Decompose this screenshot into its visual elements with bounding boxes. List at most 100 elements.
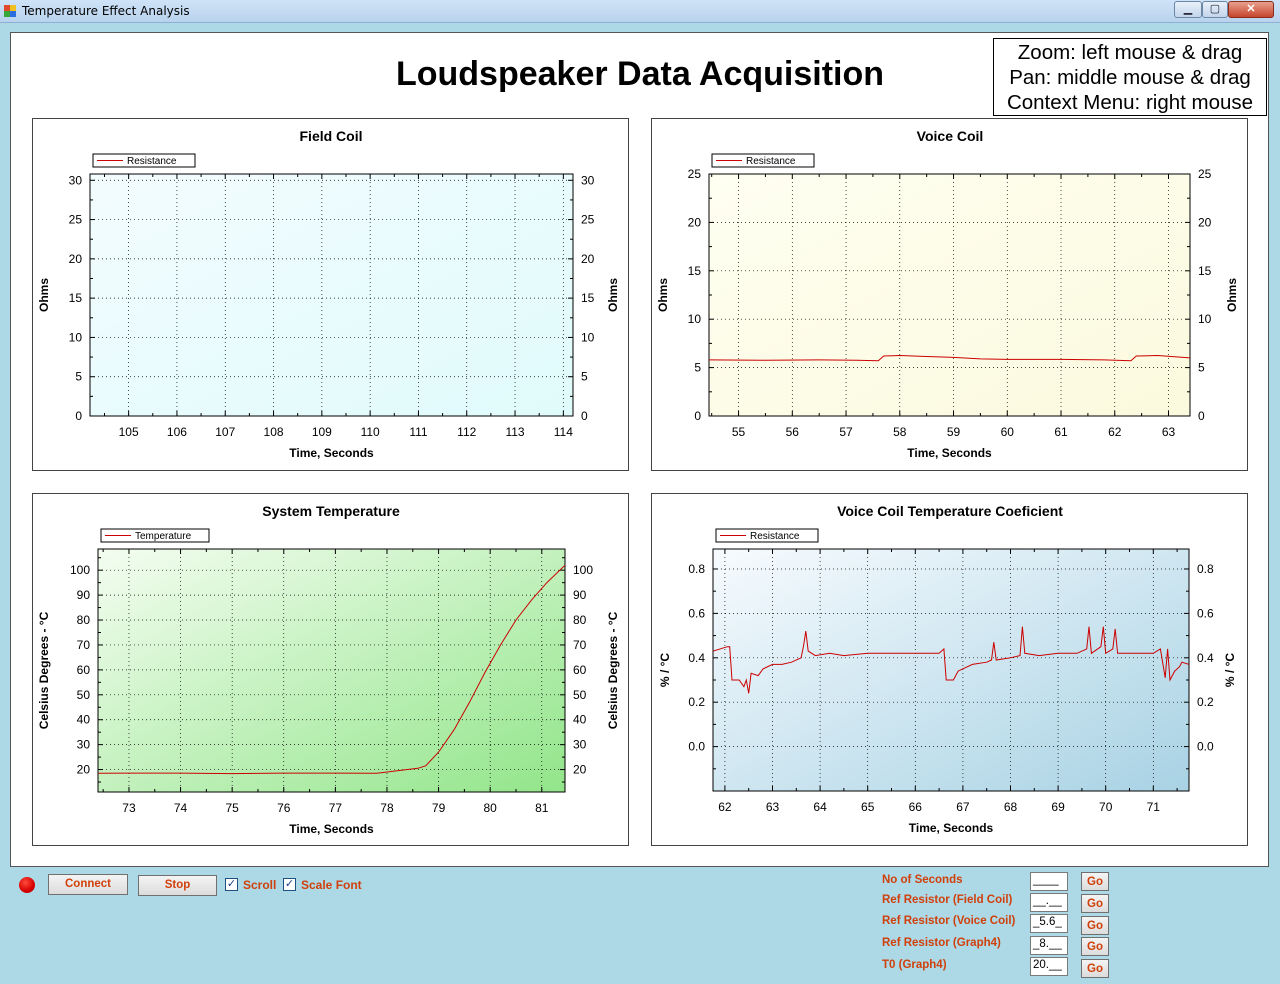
t0-graph4-go-button[interactable]: Go — [1081, 959, 1109, 978]
x-tick-label: 73 — [122, 801, 136, 815]
x-axis-label: Time, Seconds — [289, 822, 374, 836]
x-tick-label: 106 — [167, 425, 187, 439]
y2-tick-label: 5 — [1198, 361, 1205, 375]
temperature-coefficient-chart[interactable]: 62 63 64 65 66 67 68 69 70 71 0.0 0.0 0.2 0.2 0.4 0.4 0.… — [652, 494, 1249, 847]
close-button[interactable]: ✕ — [1228, 1, 1274, 18]
legend-box — [715, 528, 819, 543]
x-axis-label: Time, Seconds — [907, 446, 992, 460]
y-tick-label: 15 — [688, 264, 702, 278]
y2-tick-label: 20 — [581, 252, 595, 266]
ref-resistor-field-coil-input[interactable]: __.__ — [1030, 893, 1068, 912]
y2-axis-label: % / °C — [1223, 653, 1237, 687]
chart-title: Voice Coil Temperature Coeficient — [837, 503, 1063, 519]
y2-axis-label: Ohms — [606, 278, 620, 312]
x-tick-label: 79 — [432, 801, 446, 815]
x-tick-label: 63 — [1162, 425, 1176, 439]
y2-tick-label: 25 — [1198, 167, 1212, 181]
y2-tick-label: 0 — [1198, 409, 1205, 423]
field-coil-chart[interactable]: 105 106 107 108 109 110 111 112 113 114 0 0 5 5 10 10 15… — [33, 119, 630, 472]
x-tick-label: 105 — [119, 425, 139, 439]
chart-panel-temperature-coefficient[interactable]: 62 63 64 65 66 67 68 69 70 71 0.0 0.0 0.2 0.2 0.4 0.4 0.… — [651, 493, 1248, 846]
plot-frame — [712, 548, 1190, 792]
minimize-button[interactable]: ▁ — [1174, 1, 1202, 18]
scale-font-checkbox[interactable]: ✓ — [283, 878, 296, 891]
y2-tick-label: 0.2 — [1197, 695, 1214, 709]
x-axis-label: Time, Seconds — [289, 446, 374, 460]
x-tick-label: 67 — [956, 800, 970, 814]
chart-title: Voice Coil — [917, 128, 984, 144]
window-titlebar: Temperature Effect Analysis ▁ ▢ ✕ — [0, 0, 1280, 23]
ref-resistor-graph4-go-button[interactable]: Go — [1081, 937, 1109, 956]
ref-resistor-field-coil-go-button[interactable]: Go — [1081, 894, 1109, 913]
plot-area — [90, 174, 573, 416]
x-tick-label: 65 — [861, 800, 875, 814]
scroll-checkbox[interactable]: ✓ — [225, 878, 238, 891]
x-tick-label: 112 — [457, 425, 476, 439]
legend-box — [92, 153, 196, 168]
x-tick-label: 78 — [380, 801, 394, 815]
x-tick-label: 113 — [505, 425, 524, 439]
help-box: Zoom: left mouse & drag Pan: middle mous… — [993, 38, 1267, 116]
y-tick-label: 100 — [70, 563, 90, 577]
t0-graph4-input[interactable]: 20.__ — [1030, 957, 1068, 976]
x-tick-label: 110 — [361, 425, 380, 439]
y-tick-label: 20 — [69, 252, 83, 266]
chart-panel-field-coil[interactable]: 105 106 107 108 109 110 111 112 113 114 0 0 5 5 10 10 15… — [32, 118, 629, 471]
ref-resistor-graph4-input[interactable]: _8.__ — [1030, 936, 1068, 955]
chart-panel-voice-coil[interactable]: 55 56 57 58 59 60 61 62 63 0 0 5 5 10 10 15 15 20 20 25 25 Vo… — [651, 118, 1248, 471]
y-tick-label: 25 — [69, 213, 83, 227]
no-of-seconds-go-button[interactable]: Go — [1081, 872, 1109, 891]
x-tick-label: 56 — [786, 425, 800, 439]
help-pan: Pan: middle mouse & drag — [1009, 66, 1251, 89]
ref-resistor-field-coil-label: Ref Resistor (Field Coil) — [882, 894, 1013, 906]
y-tick-label: 70 — [77, 638, 91, 652]
x-tick-label: 59 — [947, 425, 961, 439]
t0-graph4-label: T0 (Graph4) — [882, 959, 947, 971]
y2-tick-label: 90 — [573, 588, 587, 602]
y-tick-label: 80 — [77, 613, 91, 627]
window-title: Temperature Effect Analysis — [22, 4, 190, 18]
y-tick-label: 0.2 — [688, 695, 705, 709]
y-tick-label: 50 — [77, 688, 91, 702]
ref-resistor-voice-coil-input[interactable]: _5.6_ — [1030, 914, 1068, 933]
stop-button[interactable]: Stop — [138, 875, 217, 896]
ref-resistor-voice-coil-go-button[interactable]: Go — [1081, 916, 1109, 935]
x-tick-label: 61 — [1054, 425, 1068, 439]
plot-area — [709, 174, 1190, 416]
y2-tick-label: 60 — [573, 663, 587, 677]
connect-button[interactable]: Connect — [48, 874, 128, 895]
series-line — [709, 354, 1190, 362]
ref-resistor-graph4-label: Ref Resistor (Graph4) — [882, 937, 1001, 949]
plot-frame — [97, 548, 566, 793]
y2-tick-label: 10 — [1198, 312, 1212, 326]
legend-entry: Temperature — [135, 531, 192, 542]
y2-tick-label: 80 — [573, 613, 587, 627]
maximize-button[interactable]: ▢ — [1202, 1, 1228, 18]
y-tick-label: 15 — [69, 291, 83, 305]
y-tick-label: 90 — [77, 588, 91, 602]
x-tick-label: 57 — [839, 425, 853, 439]
y-axis-label: Ohms — [37, 278, 51, 312]
x-tick-label: 55 — [732, 425, 746, 439]
y2-tick-label: 30 — [581, 173, 595, 187]
system-temperature-chart[interactable]: 73 74 75 76 77 78 79 80 81 20 20 30 30 40 40 50 50 60 60 70… — [33, 494, 630, 847]
legend-box — [100, 528, 210, 543]
y-axis-label: % / °C — [658, 653, 672, 687]
no-of-seconds-input[interactable]: ____ — [1030, 872, 1068, 891]
legend-entry: Resistance — [746, 156, 796, 167]
ref-resistor-voice-coil-label: Ref Resistor (Voice Coil) — [882, 915, 1016, 927]
x-tick-label: 71 — [1147, 800, 1161, 814]
legend-box — [711, 153, 815, 168]
legend-entry: Resistance — [127, 156, 177, 167]
y2-tick-label: 50 — [573, 688, 587, 702]
page-title: Loudspeaker Data Acquisition — [395, 55, 885, 93]
y2-tick-label: 0.4 — [1197, 651, 1214, 665]
chart-panel-system-temperature[interactable]: 73 74 75 76 77 78 79 80 81 20 20 30 30 40 40 50 50 60 60 70… — [32, 493, 629, 846]
y2-tick-label: 5 — [581, 370, 588, 384]
x-tick-label: 80 — [483, 801, 497, 815]
y-tick-label: 60 — [77, 663, 91, 677]
status-led-icon — [19, 877, 35, 893]
y2-tick-label: 25 — [581, 213, 595, 227]
y2-tick-label: 20 — [1198, 215, 1212, 229]
